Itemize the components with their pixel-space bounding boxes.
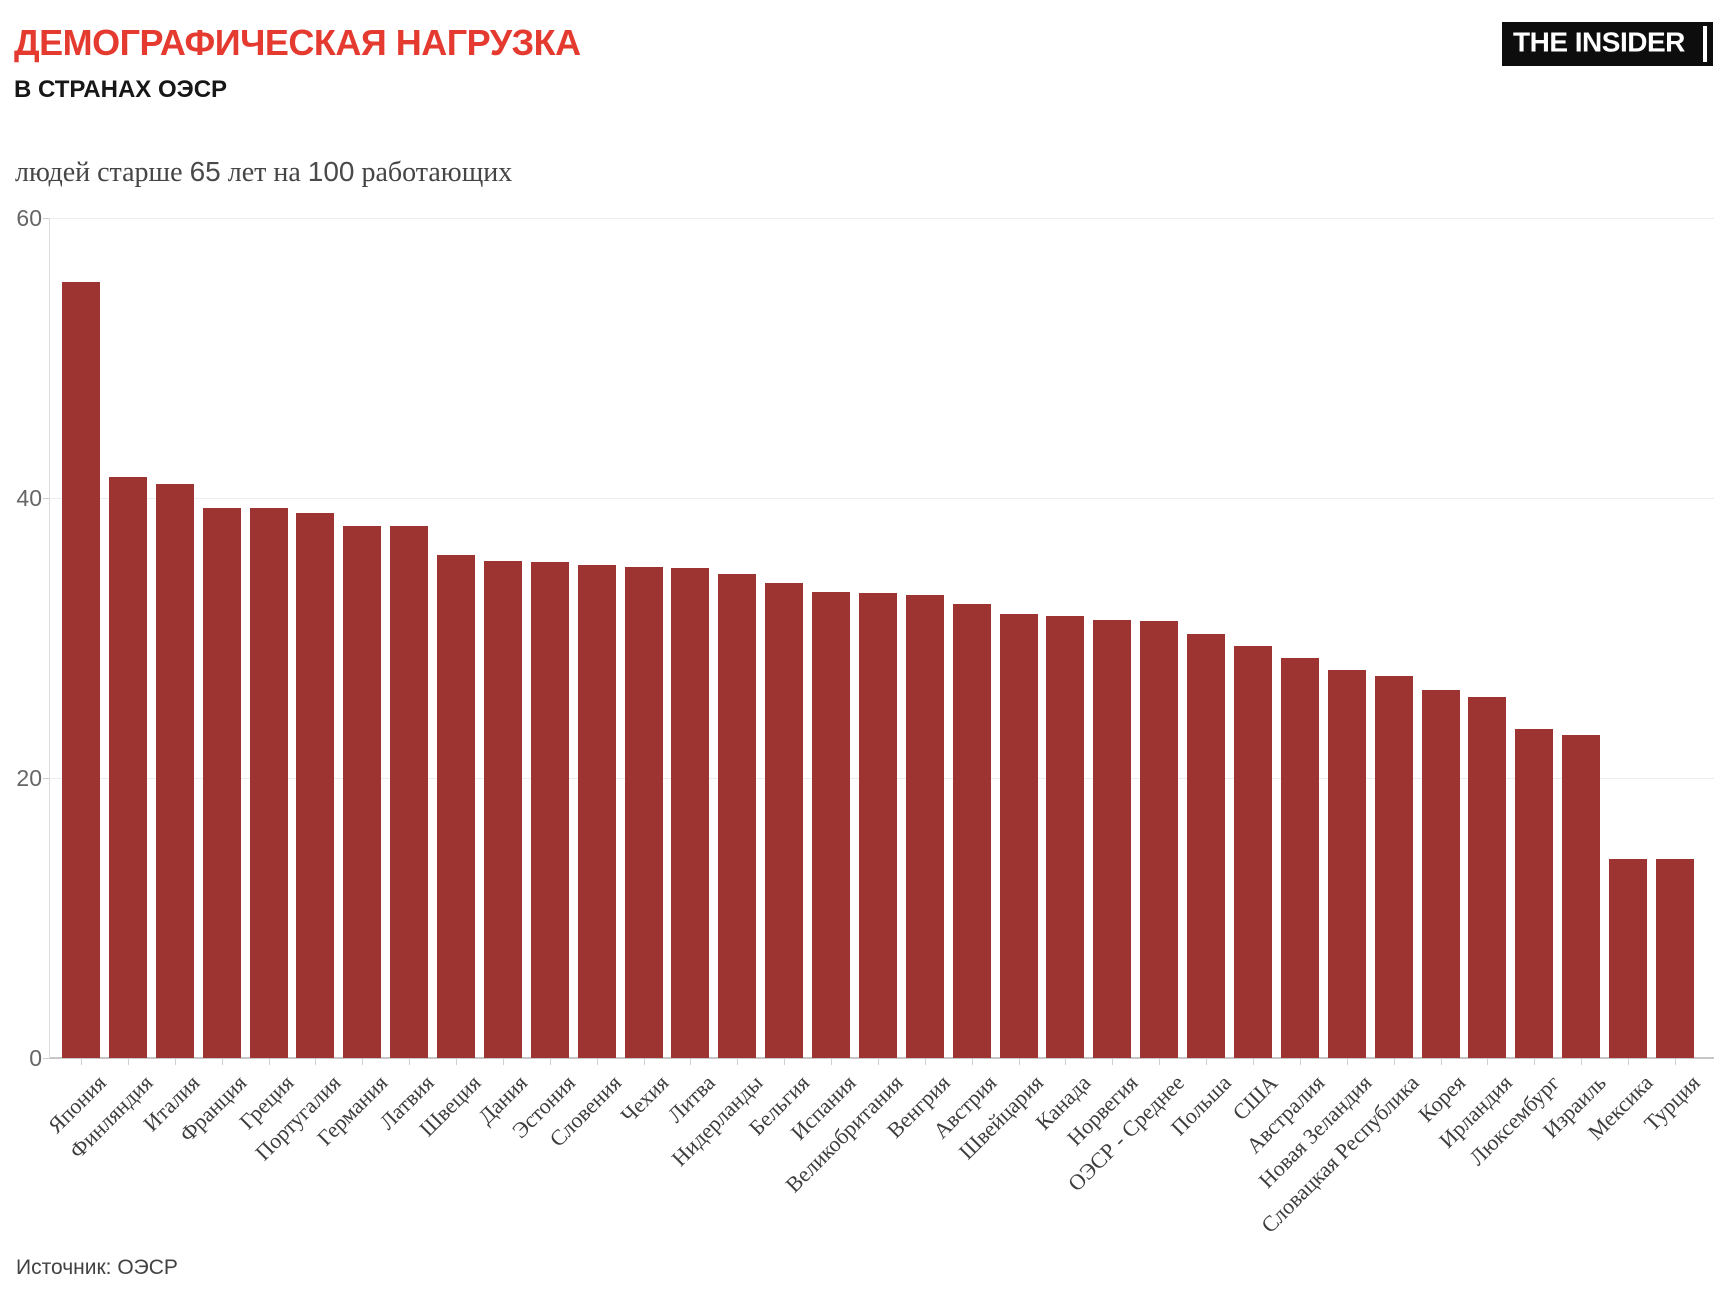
bar <box>1562 734 1601 1058</box>
bar <box>999 614 1038 1058</box>
x-tick <box>1393 1059 1395 1065</box>
x-tick <box>1581 1059 1583 1065</box>
bar <box>390 526 429 1058</box>
x-tick <box>1112 1059 1114 1065</box>
bar <box>1655 859 1694 1058</box>
x-tick <box>877 1059 879 1065</box>
x-tick <box>127 1059 129 1065</box>
the-insider-logo: THE INSIDER <box>1502 22 1713 66</box>
x-tick <box>1299 1059 1301 1065</box>
y-axis-title-number: 100 <box>307 156 355 187</box>
x-tick <box>1065 1059 1067 1065</box>
y-axis-title-text: лет на <box>220 157 308 188</box>
bar <box>1046 615 1085 1058</box>
x-tick <box>737 1059 739 1065</box>
bar <box>202 507 241 1058</box>
x-tick <box>596 1059 598 1065</box>
y-tick-40 <box>43 498 50 499</box>
x-tick <box>502 1059 504 1065</box>
gridline-40 <box>50 498 1714 499</box>
x-tick <box>1253 1059 1254 1065</box>
x-tick <box>643 1059 645 1065</box>
bar <box>812 591 851 1058</box>
x-axis-label: Чехия <box>615 1070 674 1128</box>
bar <box>530 562 569 1058</box>
x-tick <box>971 1059 973 1065</box>
bar <box>1327 670 1366 1058</box>
bar <box>671 568 710 1058</box>
x-axis-line <box>50 1057 1714 1059</box>
y-tick-label-60: 60 <box>16 205 42 231</box>
y-tick-0 <box>43 1058 50 1059</box>
source-note: Источник: ОЭСР <box>16 1256 178 1279</box>
bar <box>108 477 147 1058</box>
y-axis-line <box>49 218 50 1058</box>
bar <box>1374 675 1413 1058</box>
x-tick <box>221 1059 223 1065</box>
x-tick <box>690 1059 692 1065</box>
x-tick <box>549 1059 551 1065</box>
x-tick <box>1159 1059 1161 1065</box>
y-axis-title-number: 65 <box>189 156 221 187</box>
x-tick <box>81 1059 82 1065</box>
bar <box>1140 621 1179 1058</box>
bar <box>765 583 804 1058</box>
y-tick-label-40: 40 <box>16 485 42 511</box>
x-tick <box>1534 1059 1536 1065</box>
bar <box>952 604 991 1058</box>
x-tick <box>1628 1059 1630 1065</box>
bar <box>718 573 757 1058</box>
bar <box>155 484 194 1058</box>
y-axis-title: людей старше 65 лет на 100 работающих <box>15 156 512 189</box>
y-axis-title-text: работающих <box>354 157 513 188</box>
x-tick <box>174 1059 176 1065</box>
gridline-60 <box>50 218 1714 219</box>
x-tick <box>1440 1059 1442 1065</box>
bar <box>343 526 382 1058</box>
bar <box>577 565 616 1058</box>
x-tick <box>784 1059 786 1065</box>
y-tick-label-0: 0 <box>29 1045 42 1071</box>
page-title: ДЕМОГРАФИЧЕСКАЯ НАГРУЗКА <box>14 22 581 63</box>
bar <box>296 513 335 1058</box>
bar <box>905 594 944 1058</box>
bar <box>1093 619 1132 1058</box>
x-tick <box>409 1059 411 1065</box>
bar <box>1468 696 1507 1058</box>
x-tick <box>268 1059 270 1065</box>
bar <box>858 593 897 1058</box>
y-axis-title-text: людей старше <box>15 157 190 188</box>
x-tick <box>456 1059 458 1065</box>
bar <box>1609 859 1648 1058</box>
x-tick <box>924 1059 926 1065</box>
x-tick <box>1487 1059 1489 1065</box>
x-tick <box>362 1059 364 1065</box>
bar <box>1421 689 1460 1058</box>
bar <box>624 566 663 1058</box>
y-tick-label-20: 20 <box>16 765 42 791</box>
page-subtitle: В СТРАНАХ ОЭСР <box>14 76 228 103</box>
y-tick-60 <box>43 218 50 219</box>
bar <box>483 561 522 1058</box>
bar <box>437 555 476 1058</box>
bar <box>1234 646 1272 1058</box>
bar <box>1515 729 1554 1058</box>
x-tick <box>1206 1059 1208 1065</box>
bar <box>249 507 288 1058</box>
bar <box>1187 633 1226 1058</box>
logo-cursor-stripe <box>1703 26 1707 62</box>
bar <box>1280 657 1319 1058</box>
x-tick <box>1346 1059 1348 1065</box>
x-tick <box>831 1059 833 1065</box>
x-tick <box>1018 1059 1020 1065</box>
logo-text: THE INSIDER <box>1513 26 1685 58</box>
bar <box>62 282 100 1058</box>
x-tick <box>1674 1059 1676 1065</box>
x-tick <box>315 1059 317 1065</box>
y-tick-20 <box>43 778 50 779</box>
